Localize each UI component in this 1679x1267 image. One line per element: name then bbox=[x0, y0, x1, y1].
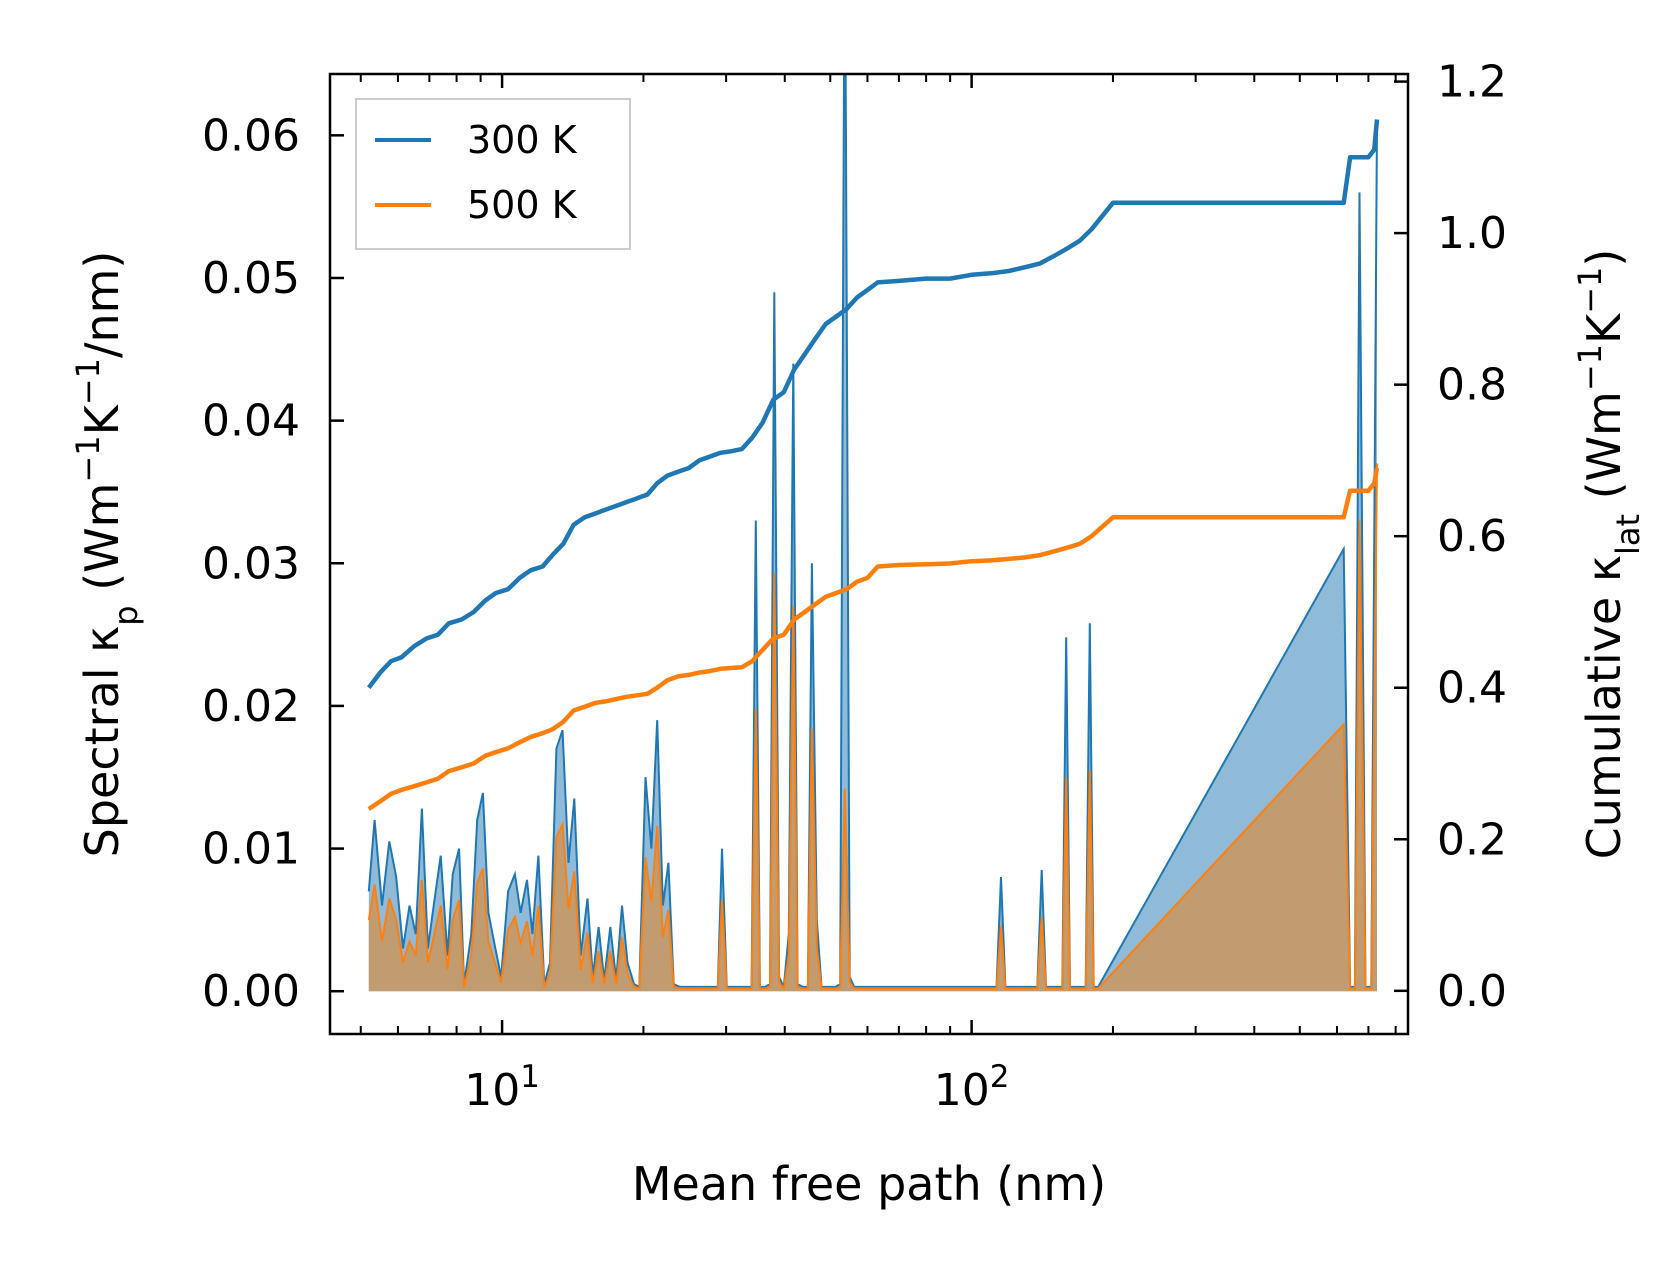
spectral-500k-area bbox=[368, 463, 1377, 992]
plot-frame bbox=[328, 72, 1410, 1036]
y-right-title-unit-open: (Wm bbox=[1577, 391, 1631, 514]
y-right-title-mid: K bbox=[1577, 312, 1631, 344]
legend-label-300k: 300 K bbox=[467, 118, 578, 162]
spectral-fill-layer bbox=[367, 74, 1378, 992]
legend: 300 K 500 K bbox=[355, 98, 631, 250]
spectral-500k-line bbox=[367, 463, 1378, 991]
y-right-tick-label: 0.2 bbox=[1437, 814, 1507, 865]
y-left-tick-label: 0.01 bbox=[202, 824, 300, 875]
x-axis-title: Mean free path (nm) bbox=[632, 1157, 1106, 1211]
y-left-tick-label: 0.05 bbox=[202, 253, 300, 304]
line-layer bbox=[367, 119, 1380, 811]
y-right-tick-label: 0.4 bbox=[1437, 663, 1507, 714]
y-right-title-prefix: Cumulative κ bbox=[1577, 555, 1631, 859]
plot-area bbox=[367, 74, 1380, 992]
y-right-tick-labels: 0.0 0.2 0.4 0.6 0.8 1.0 1.2 bbox=[1437, 57, 1507, 1017]
spectral-300k-line bbox=[367, 74, 1378, 991]
y-left-tick-label: 0.03 bbox=[202, 538, 300, 589]
y-left-title-prefix: Spectral κ bbox=[75, 626, 129, 858]
y-left-title-unit-close: /nm) bbox=[75, 251, 129, 358]
y-left-tick-labels: 0.00 0.01 0.02 0.03 0.04 0.05 0.06 bbox=[202, 110, 300, 1017]
cumulative-500k-line bbox=[367, 467, 1380, 811]
y-left-title-unit-open: (Wm bbox=[75, 483, 129, 606]
y-left-axis-title: Spectral κp (Wm−1K−1/nm) bbox=[69, 251, 145, 858]
y-left-title-exp1: −1 bbox=[69, 435, 107, 482]
y-left-title-sub: p bbox=[107, 605, 145, 625]
y-right-title-sub: lat bbox=[1609, 514, 1647, 555]
y-right-tick-label: 0.8 bbox=[1437, 360, 1507, 411]
y-left-title-mid: K bbox=[75, 403, 129, 435]
y-right-tick-label: 0.0 bbox=[1437, 966, 1507, 1017]
cumulative-300k-line bbox=[367, 119, 1380, 690]
y-right-axis-title: Cumulative κlat (Wm−1K−1) bbox=[1571, 249, 1647, 860]
legend-box bbox=[355, 98, 631, 250]
legend-label-500k: 500 K bbox=[467, 183, 578, 227]
y-right-title-exp1: −1 bbox=[1571, 344, 1609, 391]
y-left-tick-label: 0.04 bbox=[202, 396, 300, 447]
y-right-tick-label: 1.2 bbox=[1437, 57, 1507, 108]
y-left-title-exp2: −1 bbox=[69, 358, 107, 405]
y-left-tick-label: 0.06 bbox=[202, 110, 300, 161]
y-left-tick-label: 0.02 bbox=[202, 681, 300, 732]
x-tick-label: 101 bbox=[464, 1059, 540, 1116]
y-right-tick-label: 0.6 bbox=[1437, 511, 1507, 562]
y-right-title-unit-close: ) bbox=[1577, 249, 1631, 267]
x-tick-labels: 101 102 bbox=[464, 1059, 1009, 1116]
y-left-tick-label: 0.00 bbox=[202, 966, 300, 1017]
tick-layer bbox=[330, 74, 1408, 1034]
y-right-title-exp2: −1 bbox=[1571, 267, 1609, 314]
x-tick-label: 102 bbox=[934, 1059, 1010, 1116]
y-right-tick-label: 1.0 bbox=[1437, 208, 1507, 259]
